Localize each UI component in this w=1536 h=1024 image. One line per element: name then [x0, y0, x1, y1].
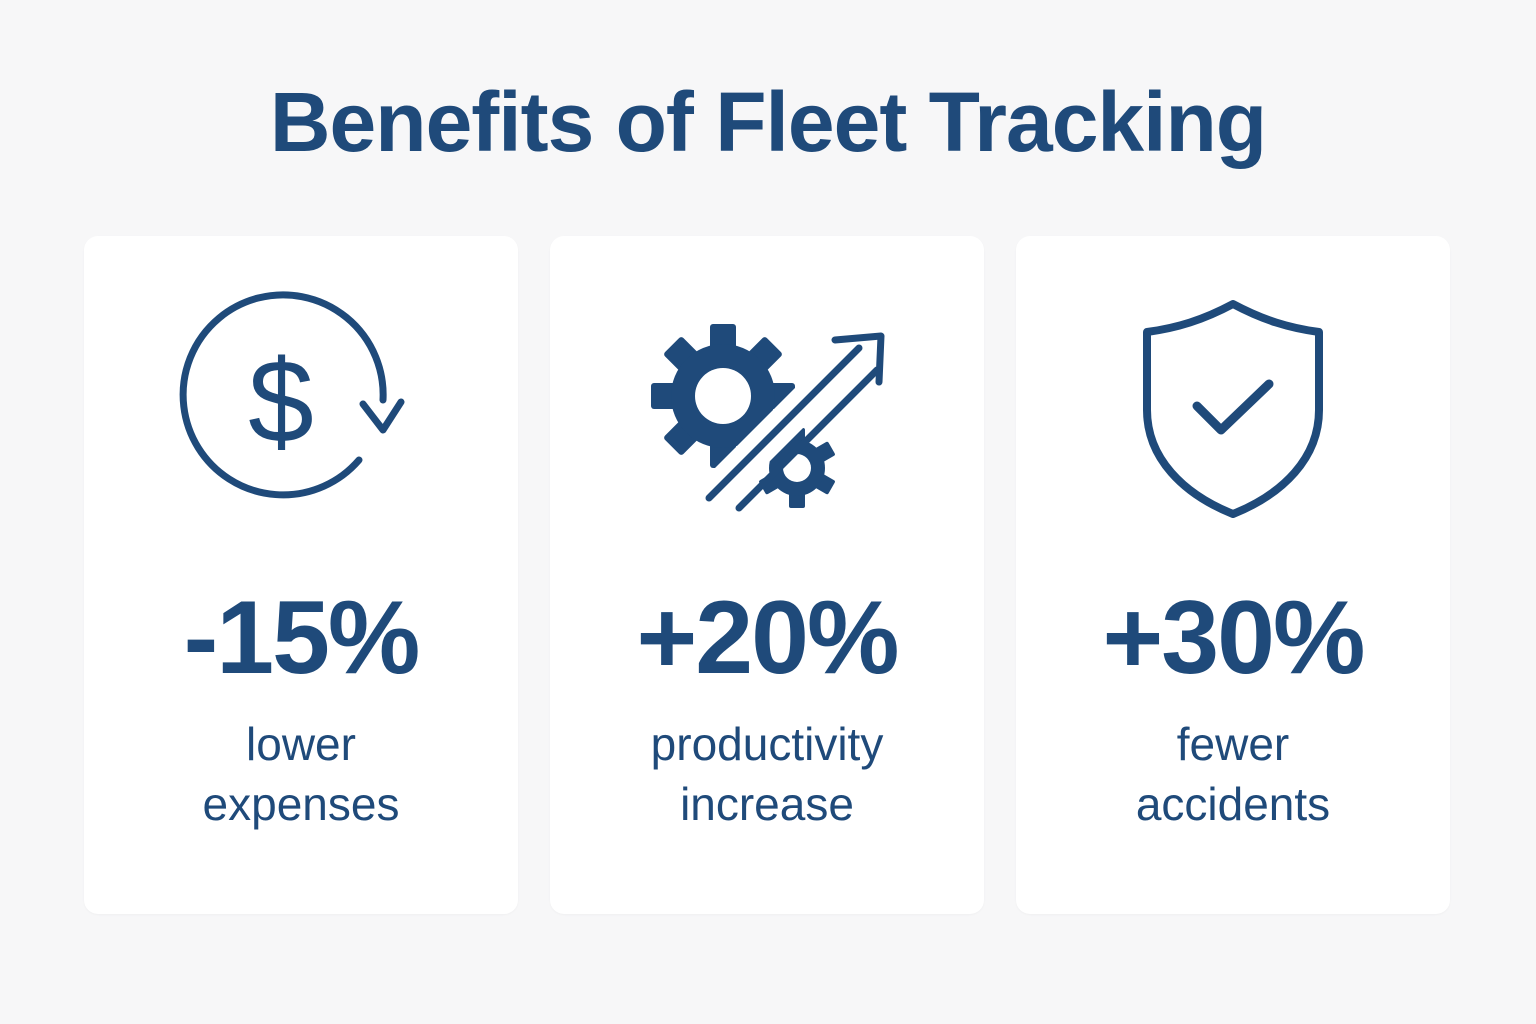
benefit-label: fewer accidents [1016, 714, 1450, 834]
benefit-card-accidents: +30% fewer accidents [1016, 236, 1450, 914]
svg-text:$: $ [248, 336, 314, 468]
shield-check-icon-svg [1143, 300, 1323, 518]
benefit-label-line: fewer [1176, 718, 1290, 770]
benefit-label-line: productivity [650, 718, 884, 770]
benefit-card-productivity: +20% productivity increase [550, 236, 984, 914]
benefits-cards: $ -15% lower expenses [84, 236, 1452, 914]
page-title: Benefits of Fleet Tracking [269, 75, 1267, 169]
benefit-label: productivity increase [550, 714, 984, 834]
benefit-label-line: increase [680, 778, 854, 830]
benefit-value: +20% [636, 580, 900, 696]
benefit-label: lower expenses [84, 714, 518, 834]
shield-check-icon [1016, 300, 1450, 520]
benefit-value: -15% [183, 580, 421, 696]
benefit-card-expenses: $ -15% lower expenses [84, 236, 518, 914]
benefit-value: +30% [1102, 580, 1366, 696]
gear-growth-icon [550, 300, 984, 529]
benefit-label-line: accidents [1135, 778, 1331, 830]
dollar-refresh-icon: $ [84, 291, 518, 520]
dollar-refresh-icon-svg: $ [179, 291, 405, 499]
benefit-label-line: expenses [202, 778, 400, 830]
benefit-label-line: lower [246, 718, 356, 770]
gear-growth-icon-svg [651, 309, 898, 529]
